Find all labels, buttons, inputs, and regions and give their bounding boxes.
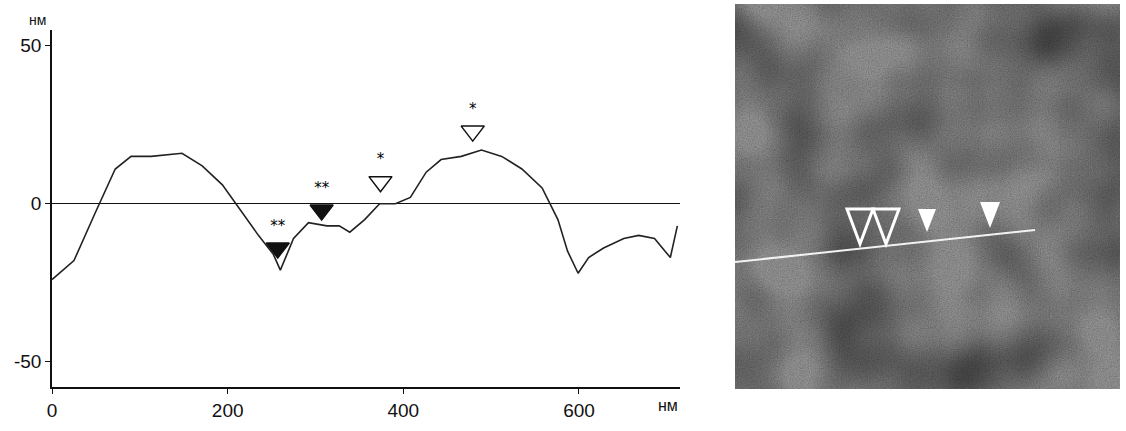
svg-text:200: 200 (212, 400, 244, 421)
svg-text:0: 0 (31, 193, 42, 214)
svg-text:0: 0 (47, 400, 58, 421)
svg-text:нм: нм (29, 12, 46, 28)
svg-text:600: 600 (563, 400, 595, 421)
svg-text:-50: -50 (14, 351, 41, 372)
svg-text:50: 50 (20, 35, 41, 56)
svg-text:**: ** (270, 217, 286, 235)
svg-text:400: 400 (387, 400, 419, 421)
svg-text:*: * (377, 150, 385, 168)
svg-text:*: * (469, 100, 477, 118)
svg-text:**: ** (314, 179, 330, 197)
svg-text:нм: нм (658, 397, 678, 414)
